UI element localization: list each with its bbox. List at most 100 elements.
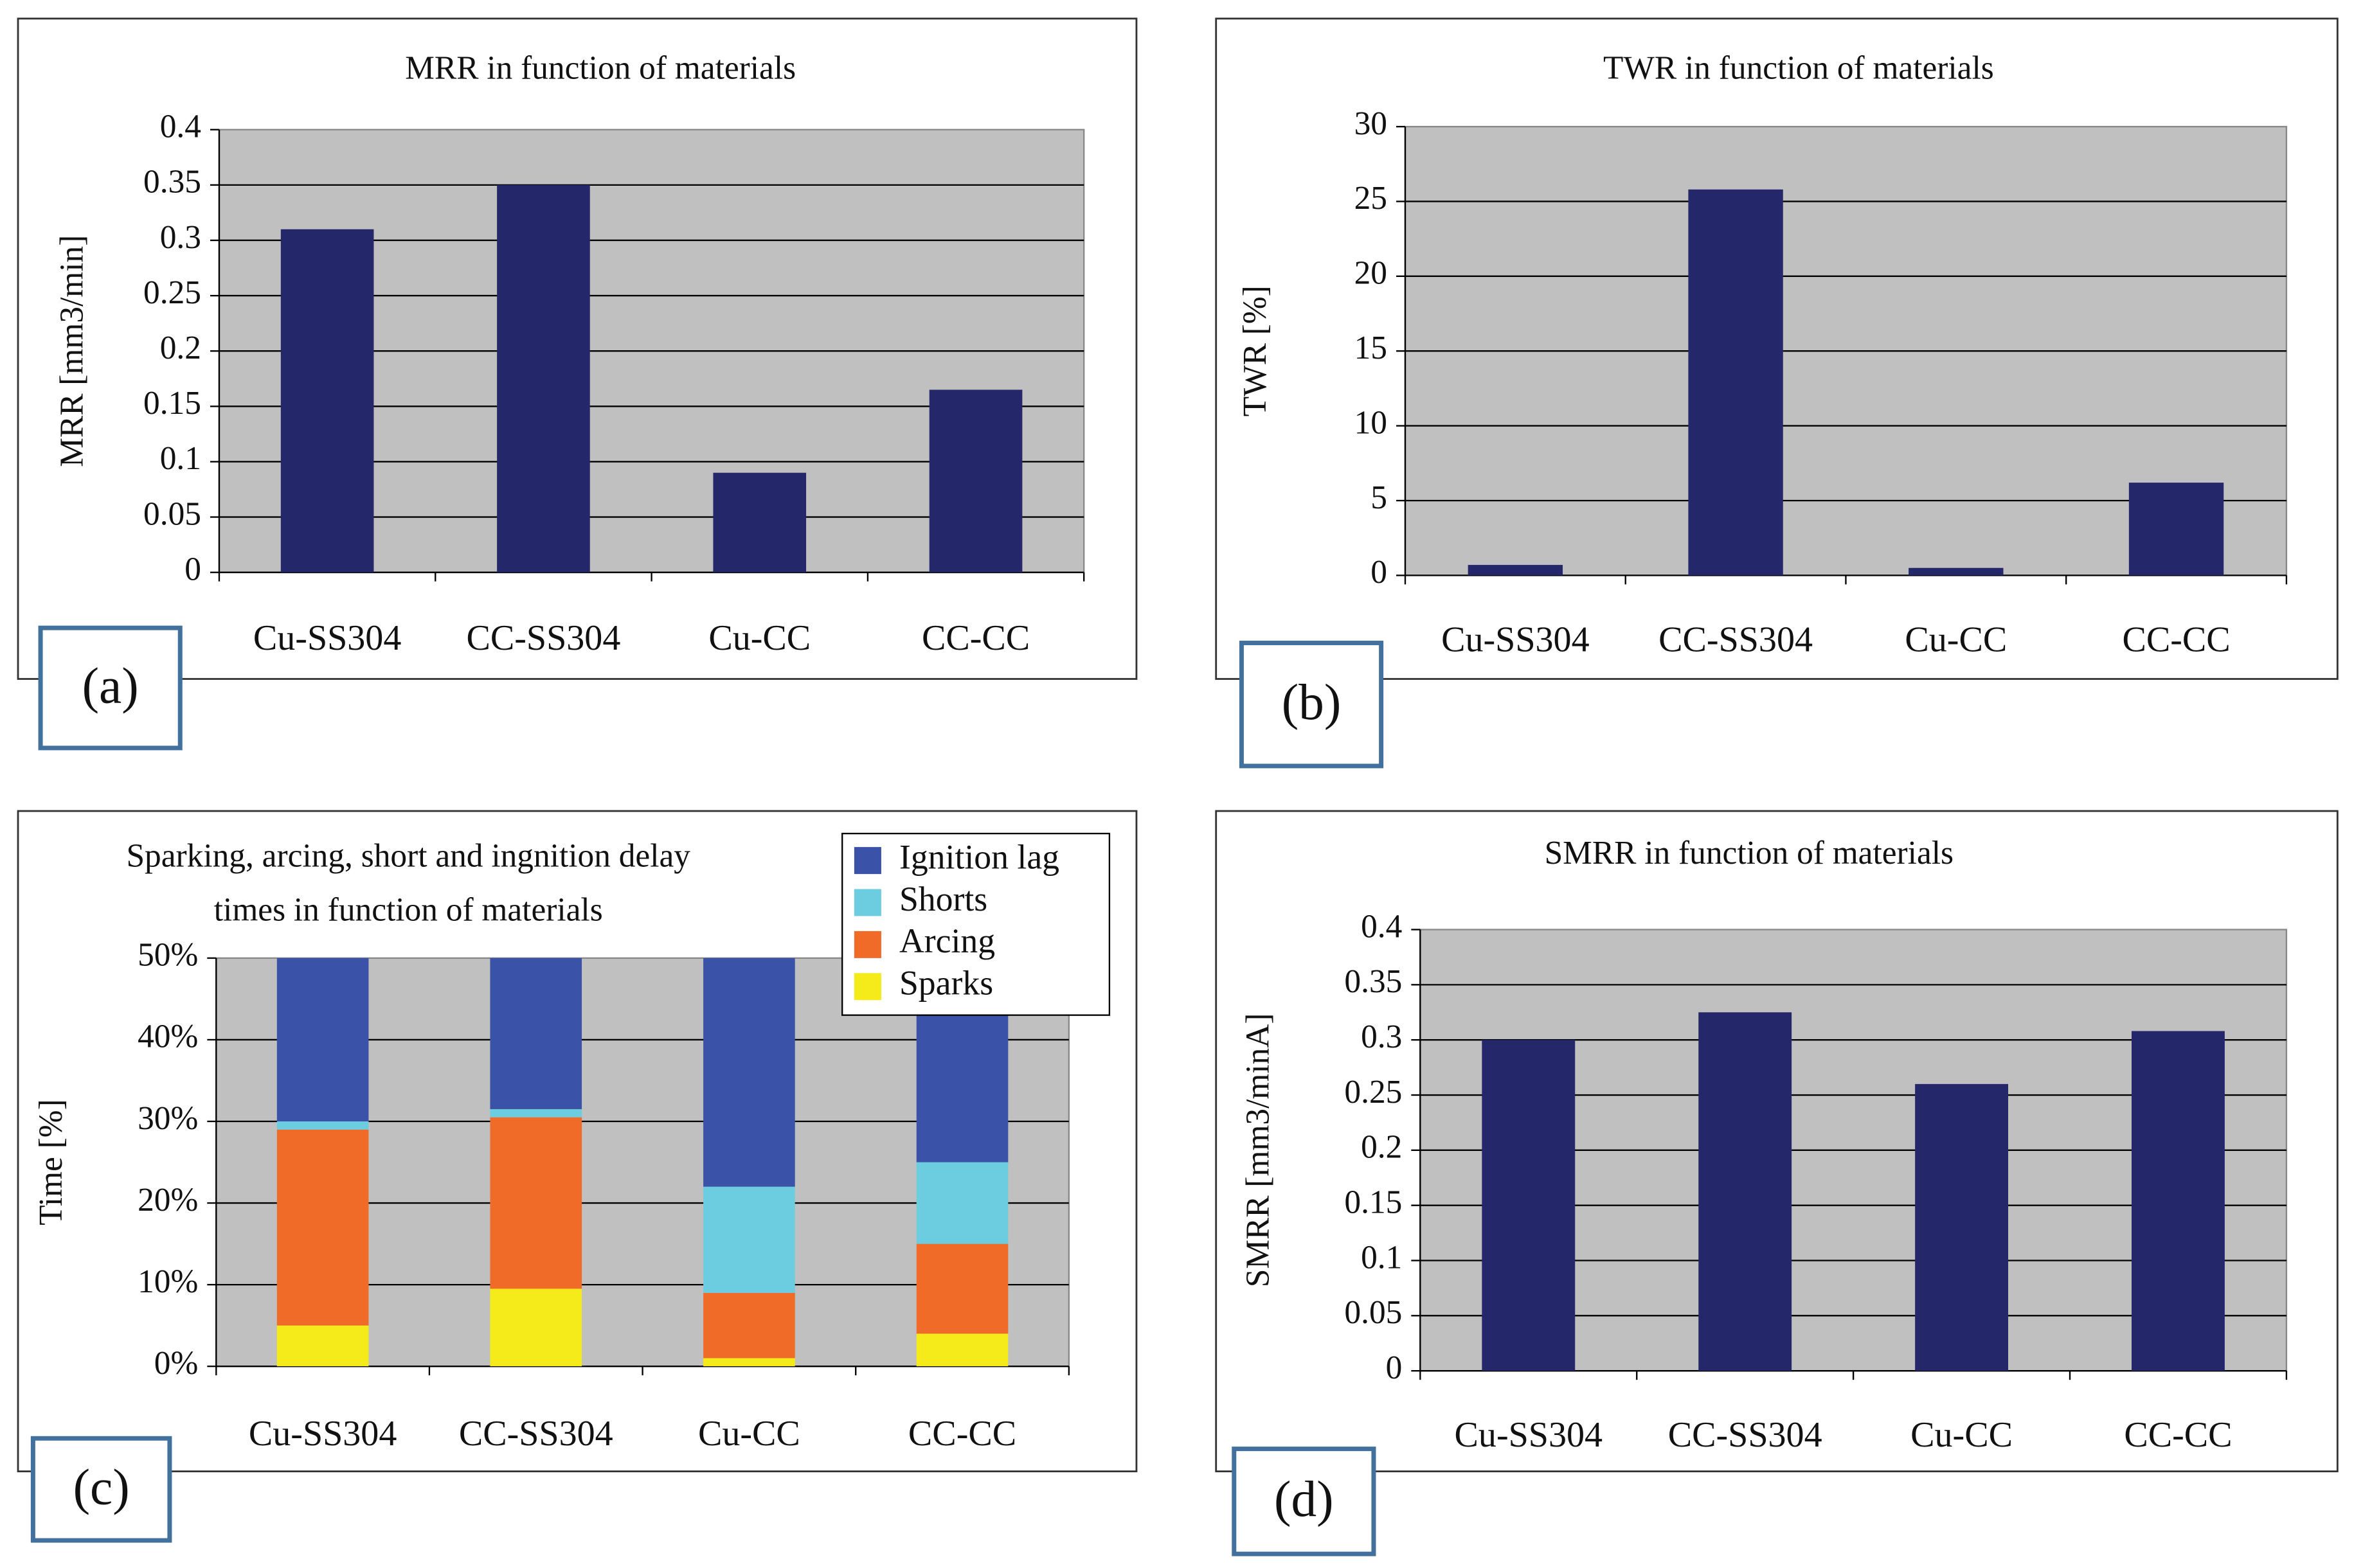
y-tick-label: 0 xyxy=(184,551,201,587)
chart-title: Sparking, arcing, short and ingnition de… xyxy=(126,838,690,875)
bar xyxy=(2128,483,2224,576)
y-tick-label: 0.15 xyxy=(143,385,201,422)
x-tick-label: Cu-CC xyxy=(708,618,811,658)
bar xyxy=(713,472,807,573)
y-tick-label: 0.35 xyxy=(143,164,201,200)
y-tick-label: 0% xyxy=(154,1345,198,1382)
y-tick-label: 0.05 xyxy=(1344,1294,1402,1331)
panel-label: (a) xyxy=(82,657,139,714)
y-tick-label: 0.4 xyxy=(1361,908,1402,945)
y-axis-label: Time [%] xyxy=(33,1099,69,1225)
y-tick-label: 0.2 xyxy=(160,330,201,366)
y-tick-label: 0.35 xyxy=(1344,963,1402,1000)
bar xyxy=(280,229,374,573)
bar xyxy=(1688,189,1783,576)
legend-label: Ignition lag xyxy=(899,837,1059,876)
panel-label-box xyxy=(30,1436,172,1543)
y-tick-label: 10% xyxy=(138,1263,198,1300)
bars xyxy=(1468,189,2224,576)
bar xyxy=(1482,1040,1576,1371)
bar-segment xyxy=(916,1333,1009,1367)
panel-label: (c) xyxy=(73,1459,130,1516)
x-tick-label: CC-SS304 xyxy=(1668,1415,1822,1455)
bar-segment xyxy=(276,1325,369,1367)
bar-segment xyxy=(490,1117,582,1289)
bar xyxy=(1468,565,1563,576)
x-tick-label: Cu-SS304 xyxy=(249,1414,397,1454)
legend-label: Shorts xyxy=(899,880,987,918)
x-tick-label: Cu-CC xyxy=(698,1414,800,1454)
bar xyxy=(929,389,1023,573)
y-tick-label: 0.05 xyxy=(143,495,201,532)
x-tick-label: CC-SS304 xyxy=(459,1414,613,1454)
y-tick-label: 0.4 xyxy=(160,109,201,145)
bar xyxy=(1698,1012,1792,1371)
panel-frame xyxy=(17,810,1138,1473)
chart-title: MRR in function of materials xyxy=(405,49,796,86)
y-tick-label: 25 xyxy=(1354,180,1387,217)
y-axis-label: SMRR [mm3/minA] xyxy=(1240,1013,1277,1287)
x-tick-label: Cu-CC xyxy=(1910,1415,2013,1455)
x-tick-label: CC-CC xyxy=(908,1414,1016,1454)
y-tick-label: 50% xyxy=(138,937,198,974)
y-tick-label: 0.1 xyxy=(160,440,201,477)
bar-segment xyxy=(490,1109,582,1118)
x-tick-label: Cu-CC xyxy=(1905,619,2007,659)
x-tick-label: Cu-SS304 xyxy=(1455,1415,1603,1455)
panel-label: (d) xyxy=(1274,1471,1334,1528)
y-tick-label: 20% xyxy=(138,1182,198,1218)
bar xyxy=(1915,1083,2009,1371)
bar-segment xyxy=(703,1358,795,1367)
bars xyxy=(280,184,1023,573)
panel-label-box xyxy=(38,625,183,751)
y-axis-label: TWR [%] xyxy=(1237,285,1273,416)
chart-title: SMRR in function of materials xyxy=(1545,835,1954,871)
x-tick-label: CC-CC xyxy=(922,618,1030,658)
bar-segment xyxy=(916,1243,1009,1334)
bar-segment xyxy=(276,1121,369,1130)
bar-segment xyxy=(490,958,582,1109)
panel-label-box xyxy=(1232,1447,1376,1556)
legend-swatch xyxy=(854,931,881,958)
x-tick-label: CC-SS304 xyxy=(1658,619,1813,659)
y-tick-label: 0.25 xyxy=(1344,1074,1402,1110)
panel-label: (b) xyxy=(1282,674,1342,731)
bars xyxy=(1482,1012,2225,1371)
y-tick-label: 30% xyxy=(138,1100,198,1137)
panel-frame xyxy=(17,17,1138,680)
bar xyxy=(497,184,590,573)
y-tick-label: 0.25 xyxy=(143,274,201,311)
panel-frame xyxy=(1215,810,2339,1473)
bars xyxy=(276,958,1009,1367)
legend-label: Arcing xyxy=(899,922,995,960)
y-tick-label: 30 xyxy=(1354,105,1387,142)
y-tick-label: 0.1 xyxy=(1361,1239,1402,1276)
y-tick-label: 0 xyxy=(1370,554,1387,591)
bar-segment xyxy=(276,1129,369,1326)
y-tick-label: 15 xyxy=(1354,330,1387,366)
legend-swatch xyxy=(854,847,881,875)
legend-swatch xyxy=(854,973,881,1001)
bar-segment xyxy=(703,1186,795,1293)
chart-title: TWR in function of materials xyxy=(1603,49,1994,86)
y-tick-label: 0.2 xyxy=(1361,1129,1402,1166)
x-tick-label: CC-CC xyxy=(2124,1415,2232,1455)
bar xyxy=(2132,1031,2225,1371)
bar-segment xyxy=(916,1162,1009,1244)
x-tick-label: CC-CC xyxy=(2122,619,2230,659)
y-tick-label: 0.3 xyxy=(160,219,201,256)
y-tick-label: 0.15 xyxy=(1344,1184,1402,1220)
bar-segment xyxy=(276,958,369,1122)
legend-box xyxy=(841,832,1111,1016)
x-tick-label: Cu-SS304 xyxy=(1441,619,1589,659)
x-tick-label: Cu-SS304 xyxy=(253,618,401,658)
panel-label-box xyxy=(1239,640,1384,769)
y-axis-label: MRR [mm3/min] xyxy=(54,235,91,467)
bar-segment xyxy=(703,1292,795,1359)
bar-segment xyxy=(490,1288,582,1367)
y-tick-label: 20 xyxy=(1354,255,1387,292)
bar xyxy=(1909,567,2004,576)
y-tick-label: 0.3 xyxy=(1361,1019,1402,1055)
y-tick-label: 0 xyxy=(1386,1350,1403,1386)
panel-frame xyxy=(1215,17,2339,680)
